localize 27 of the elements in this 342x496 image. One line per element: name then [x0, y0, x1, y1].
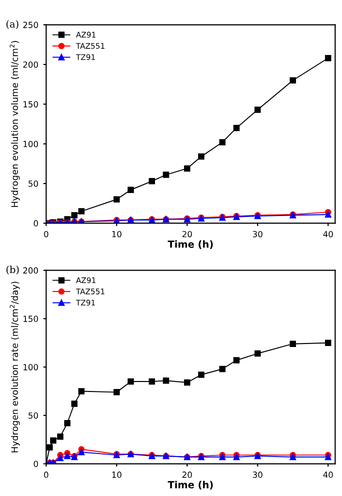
x-tick-label: 30: [252, 472, 262, 478]
x-tick-label: 30: [252, 230, 262, 238]
y-tick-label: 150: [24, 316, 38, 322]
y-tick-label: 50: [28, 180, 38, 187]
x-tick-label: 20: [182, 230, 192, 238]
text: (a): [6, 20, 18, 29]
x-tick-label: 20: [182, 472, 192, 478]
x-tick-label: 0: [44, 230, 48, 238]
text: (b): [6, 266, 19, 275]
y-tick-label: 200: [23, 61, 38, 68]
x-tick-label: 0: [44, 472, 48, 478]
x-tick-label: 10: [112, 230, 122, 238]
y-tick-label: 50: [28, 412, 38, 419]
y-tick-label: 250: [23, 22, 38, 28]
y-axis-title: Hydrogen evolution rate (ml/cm$^{2}$/day): [10, 282, 20, 452]
y-tick-label: 0: [34, 460, 38, 468]
y-tick-label: 150: [24, 101, 38, 108]
x-tick-label: 40: [323, 472, 333, 478]
y-tick-label: 0: [34, 220, 38, 226]
y-tick-label: 100: [24, 364, 38, 370]
x-tick-label: 40: [323, 230, 333, 238]
y-axis-title: Hydrogen evolution volume (ml/cm$^{2}$): [10, 41, 20, 207]
y-tick-label: 200: [23, 267, 38, 274]
x-tick-label: 10: [112, 472, 122, 478]
y-tick-label: 100: [24, 140, 38, 148]
x-axis-title: Time (h): [168, 480, 213, 490]
x-axis-title: Time (h): [168, 240, 213, 249]
